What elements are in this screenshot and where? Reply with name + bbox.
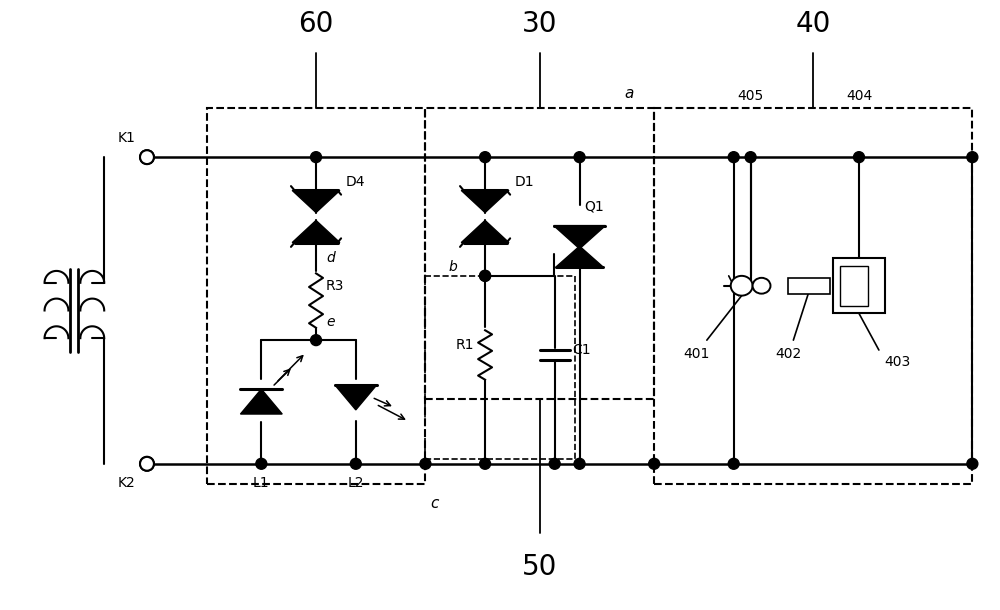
- Text: c: c: [430, 497, 439, 511]
- Circle shape: [256, 458, 267, 469]
- Polygon shape: [240, 389, 282, 414]
- Circle shape: [649, 458, 660, 469]
- Circle shape: [728, 152, 739, 163]
- Text: L2: L2: [348, 476, 364, 490]
- Circle shape: [140, 150, 154, 164]
- Polygon shape: [335, 385, 377, 410]
- Ellipse shape: [731, 276, 753, 296]
- Bar: [788, 278, 830, 293]
- Circle shape: [480, 270, 491, 281]
- Polygon shape: [556, 246, 603, 267]
- Text: D4: D4: [346, 175, 365, 189]
- Polygon shape: [461, 190, 509, 212]
- Circle shape: [480, 270, 491, 281]
- Polygon shape: [292, 190, 340, 212]
- Circle shape: [311, 152, 321, 163]
- Text: 50: 50: [522, 553, 557, 581]
- Text: K1: K1: [117, 131, 135, 145]
- Text: R1: R1: [455, 338, 474, 352]
- Circle shape: [420, 458, 431, 469]
- Text: C1: C1: [573, 343, 591, 357]
- Polygon shape: [554, 226, 605, 249]
- Text: 60: 60: [298, 10, 334, 38]
- Text: 30: 30: [522, 10, 558, 38]
- Text: 404: 404: [846, 88, 872, 102]
- Circle shape: [140, 150, 154, 164]
- Circle shape: [967, 152, 978, 163]
- Circle shape: [574, 152, 585, 163]
- Text: Q1: Q1: [585, 199, 604, 213]
- Circle shape: [480, 152, 491, 163]
- Circle shape: [549, 458, 560, 469]
- Circle shape: [140, 457, 154, 471]
- Circle shape: [574, 458, 585, 469]
- Text: K2: K2: [117, 476, 135, 490]
- Text: b: b: [448, 260, 457, 274]
- Circle shape: [140, 457, 154, 471]
- Bar: [833, 258, 885, 314]
- Text: 405: 405: [737, 88, 764, 102]
- Polygon shape: [461, 220, 509, 243]
- Text: 402: 402: [775, 347, 802, 361]
- Circle shape: [967, 458, 978, 469]
- Text: a: a: [624, 86, 634, 101]
- Circle shape: [728, 458, 739, 469]
- Text: L1: L1: [253, 476, 270, 490]
- Ellipse shape: [753, 278, 770, 293]
- Text: R3: R3: [326, 279, 344, 293]
- Circle shape: [480, 458, 491, 469]
- Text: d: d: [326, 251, 335, 265]
- Circle shape: [311, 335, 321, 346]
- Text: D1: D1: [515, 175, 535, 189]
- Text: 403: 403: [884, 355, 910, 369]
- Text: 401: 401: [684, 347, 710, 361]
- Text: e: e: [326, 315, 334, 329]
- Text: 40: 40: [796, 10, 831, 38]
- Circle shape: [745, 152, 756, 163]
- Bar: [840, 266, 868, 306]
- Circle shape: [350, 458, 361, 469]
- Polygon shape: [292, 220, 340, 243]
- Circle shape: [854, 152, 864, 163]
